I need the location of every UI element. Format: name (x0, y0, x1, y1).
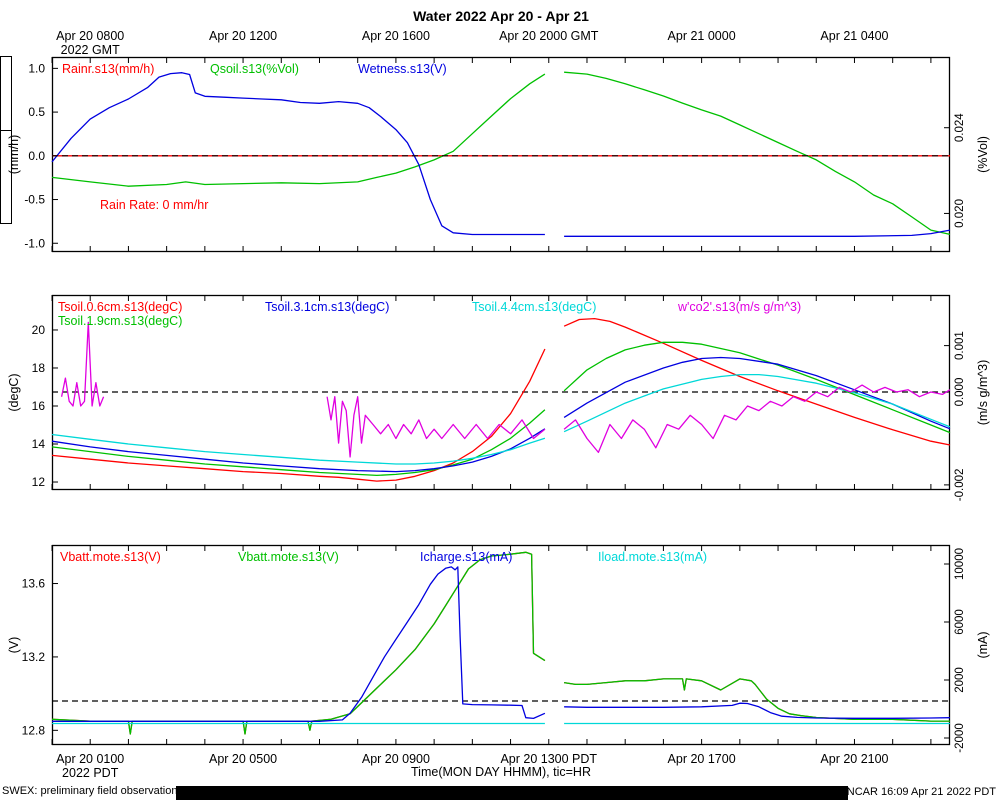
clipped-widget-top (0, 56, 12, 132)
panel-border (51, 544, 951, 746)
right-axis-unit-label: (m/s g/m^3) (976, 360, 990, 426)
y-tick-label-left: 13.2 (22, 650, 46, 664)
right-axis-unit-label: (%Vol) (976, 136, 990, 173)
legend-Tsoil.1.9cm.s13(degC): Tsoil.1.9cm.s13(degC) (58, 314, 182, 328)
legend-Qsoil.s13(%Vol): Qsoil.s13(%Vol) (210, 62, 299, 76)
rain-rate-annotation: Rain Rate: 0 mm/hr (100, 198, 208, 212)
chart-panel-2: 13.6 13.2 12.8 10000 6000 2000 -2000 (V) (mA) Vba… (7, 544, 990, 753)
legend-Wetness.s13(V): Wetness.s13(V) (358, 62, 447, 76)
series-w'co2'.s13(m/s g/m^3) (60, 321, 951, 458)
series-Tsoil.0.6cm.s13(degC) (51, 317, 951, 482)
y-tick-label-left: 1.0 (28, 61, 45, 75)
series-Tsoil.1.9cm.s13(degC) (51, 341, 951, 477)
axis-date-label: Apr 20 1300 PDT (500, 752, 598, 766)
y-tick-label-right: 0.001 (954, 331, 966, 360)
series-Qsoil.s13(%Vol) (51, 71, 951, 236)
y-tick-label-left: 20 (32, 323, 46, 337)
left-axis-unit-label: (V) (7, 637, 21, 654)
y-tick-label-right: 0.024 (954, 113, 966, 142)
panel-border (51, 56, 951, 253)
x-axis-title: Time(MON DAY HHMM), tic=HR (411, 765, 591, 779)
axis-date-label: Apr 20 1200 (209, 29, 278, 43)
y-tick-label-left: 0.0 (28, 149, 45, 163)
left-axis-unit-label: (mm/h) (7, 135, 21, 175)
series-Vbatt.mote.s13(V) (51, 551, 950, 735)
y-tick-label-right: 6000 (954, 609, 966, 635)
footer-black-bar (176, 786, 848, 800)
axis-date-label: Apr 20 1600 (361, 29, 430, 43)
chart-panel-1: 20 18 16 14 12 0.001 0.000 -0.002 (degC) (m/s g/m… (7, 294, 990, 501)
legend-Vbatt.mote.s13(V): Vbatt.mote.s13(V) (60, 550, 161, 564)
legend-Vbatt.mote.s13(V): Vbatt.mote.s13(V) (238, 550, 339, 564)
axis-date-label: Apr 20 2100 (820, 752, 889, 766)
y-tick-label-left: 12.8 (22, 723, 46, 737)
axis-date-label: Apr 20 0100 2022 PDT (56, 752, 125, 780)
series-Tsoil.4.4cm.s13(degC) (51, 373, 951, 465)
series-Tsoil.3.1cm.s13(degC) (51, 356, 951, 473)
axis-date-label: Apr 20 2000 GMT (499, 29, 599, 43)
axis-date-label: Apr 20 0900 (361, 752, 430, 766)
legend-Tsoil.0.6cm.s13(degC): Tsoil.0.6cm.s13(degC) (58, 300, 182, 314)
series-Icharge.s13(mA) (52, 566, 951, 722)
series-Wetness.s13(V) (51, 72, 951, 237)
y-tick-label-left: 0.5 (28, 105, 45, 119)
series-Vbatt.mote.s13(V) (51, 551, 950, 735)
legend-Tsoil.3.1cm.s13(degC): Tsoil.3.1cm.s13(degC) (265, 300, 389, 314)
legend-w'co2'.s13(m/s g/m^3): w'co2'.s13(m/s g/m^3) (677, 300, 801, 314)
chart-panel-0: 1.0 0.5 0.0 -0.5 -1.0 0.024 0.020 (mm/h) (%Vol) R… (7, 56, 990, 253)
axis-date-label: Apr 20 1700 (667, 752, 736, 766)
legend-Tsoil.4.4cm.s13(degC): Tsoil.4.4cm.s13(degC) (472, 300, 596, 314)
footer-status-text: SWEX: preliminary field observations (2, 785, 183, 797)
axis-date-label: Apr 21 0000 (667, 29, 736, 43)
legend-Icharge.s13(mA): Icharge.s13(mA) (420, 550, 512, 564)
legend-Rainr.s13(mm/h): Rainr.s13(mm/h) (62, 62, 154, 76)
footer-timestamp: NCAR 16:09 Apr 21 2022 PDT (846, 786, 996, 798)
y-tick-label-right: 2000 (954, 667, 966, 693)
axis-date-label: Apr 20 0500 (209, 752, 278, 766)
y-tick-label-right: 0.020 (954, 199, 966, 228)
plot-title: Water 2022 Apr 20 - Apr 21 (413, 8, 589, 24)
legend-Iload.mote.s13(mA): Iload.mote.s13(mA) (598, 550, 707, 564)
left-axis-unit-label: (degC) (7, 373, 21, 411)
y-tick-label-left: 14 (32, 437, 46, 451)
axis-date-label: Apr 21 0400 (820, 29, 889, 43)
y-tick-label-left: 13.6 (22, 577, 46, 591)
axis-date-label: Apr 20 0800 2022 GMT (56, 29, 125, 57)
y-tick-label-left: 12 (32, 475, 46, 489)
y-tick-label-left: -0.5 (24, 193, 45, 207)
y-tick-label-right: -0.002 (954, 469, 966, 502)
y-tick-label-left: 18 (32, 361, 46, 375)
y-tick-label-right: 10000 (954, 548, 966, 580)
y-tick-label-right: 0.000 (954, 378, 966, 407)
y-tick-label-left: 16 (32, 399, 46, 413)
y-tick-label-right: -2000 (954, 723, 966, 752)
clipped-widget-bottom (0, 130, 12, 224)
right-axis-unit-label: (mA) (976, 631, 990, 658)
y-tick-label-left: -1.0 (24, 236, 45, 250)
